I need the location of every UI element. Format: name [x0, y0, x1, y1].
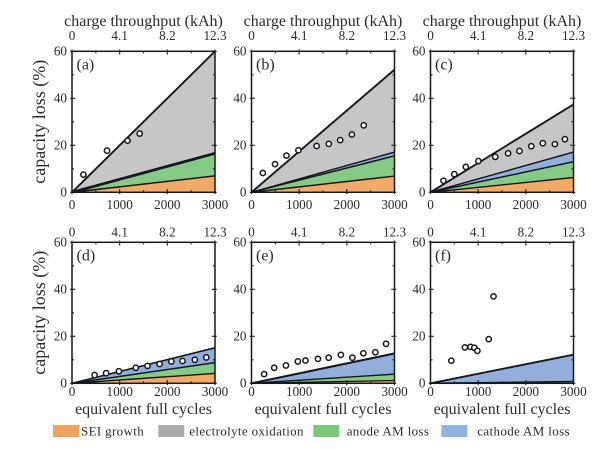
svg-text:40: 40 [412, 282, 426, 297]
svg-text:0: 0 [240, 185, 247, 200]
svg-text:0: 0 [69, 28, 76, 43]
svg-text:1000: 1000 [286, 197, 313, 212]
svg-text:2000: 2000 [334, 197, 361, 212]
svg-text:40: 40 [233, 282, 247, 297]
svg-text:0: 0 [419, 376, 426, 391]
svg-text:12.3: 12.3 [383, 28, 406, 43]
svg-text:20: 20 [54, 138, 68, 153]
svg-text:8.2: 8.2 [159, 28, 175, 43]
svg-text:60: 60 [54, 235, 68, 250]
svg-text:0: 0 [60, 376, 67, 391]
svg-text:3000: 3000 [560, 384, 587, 399]
svg-text:capacity loss (%): capacity loss (%) [29, 60, 50, 184]
svg-text:8.2: 8.2 [159, 225, 175, 240]
svg-text:1000: 1000 [106, 197, 133, 212]
svg-text:60: 60 [233, 44, 247, 59]
svg-text:charge throughput (kAh): charge throughput (kAh) [244, 13, 403, 30]
svg-text:0: 0 [248, 225, 255, 240]
svg-text:4.1: 4.1 [111, 225, 127, 240]
svg-text:4.1: 4.1 [470, 225, 486, 240]
svg-text:0: 0 [248, 384, 255, 399]
svg-text:0: 0 [60, 185, 67, 200]
svg-text:12.3: 12.3 [203, 225, 226, 240]
svg-text:(e): (e) [256, 247, 274, 264]
svg-text:3000: 3000 [202, 197, 229, 212]
svg-text:(d): (d) [77, 247, 96, 264]
svg-text:0: 0 [240, 376, 247, 391]
svg-text:8.2: 8.2 [518, 225, 534, 240]
svg-text:40: 40 [233, 91, 247, 106]
svg-text:0: 0 [427, 225, 434, 240]
svg-text:2000: 2000 [513, 384, 540, 399]
svg-text:4.1: 4.1 [111, 28, 127, 43]
svg-text:12.3: 12.3 [562, 225, 585, 240]
svg-text:(b): (b) [256, 56, 275, 73]
svg-text:2000: 2000 [334, 384, 361, 399]
svg-text:40: 40 [54, 282, 68, 297]
svg-text:equivalent full cycles: equivalent full cycles [434, 401, 571, 418]
svg-text:20: 20 [233, 138, 247, 153]
svg-text:cathode AM loss: cathode AM loss [477, 424, 570, 439]
svg-text:(c): (c) [435, 56, 453, 73]
svg-text:20: 20 [412, 138, 426, 153]
svg-text:3000: 3000 [202, 384, 229, 399]
svg-text:20: 20 [233, 329, 247, 344]
svg-text:1000: 1000 [465, 197, 492, 212]
svg-text:charge throughput (kAh): charge throughput (kAh) [423, 13, 582, 30]
svg-text:3000: 3000 [560, 197, 587, 212]
svg-text:charge throughput (kAh): charge throughput (kAh) [64, 13, 223, 30]
svg-text:(f): (f) [435, 247, 451, 264]
svg-text:0: 0 [248, 28, 255, 43]
svg-text:8.2: 8.2 [518, 28, 534, 43]
svg-text:anode AM loss: anode AM loss [347, 424, 430, 439]
svg-text:8.2: 8.2 [339, 28, 355, 43]
svg-text:0: 0 [419, 185, 426, 200]
svg-text:equivalent full cycles: equivalent full cycles [255, 401, 392, 418]
svg-text:4.1: 4.1 [291, 28, 307, 43]
svg-text:8.2: 8.2 [339, 225, 355, 240]
svg-text:1000: 1000 [465, 384, 492, 399]
svg-text:60: 60 [412, 44, 426, 59]
svg-text:3000: 3000 [381, 384, 408, 399]
svg-text:(a): (a) [77, 56, 95, 73]
svg-text:capacity loss (%): capacity loss (%) [29, 251, 50, 375]
svg-text:40: 40 [54, 91, 68, 106]
svg-text:4.1: 4.1 [470, 28, 486, 43]
svg-text:2000: 2000 [513, 197, 540, 212]
svg-text:20: 20 [54, 329, 68, 344]
svg-text:0: 0 [427, 28, 434, 43]
svg-text:4.1: 4.1 [291, 225, 307, 240]
svg-text:0: 0 [427, 384, 434, 399]
svg-text:1000: 1000 [106, 384, 133, 399]
svg-text:12.3: 12.3 [203, 28, 226, 43]
svg-text:2000: 2000 [154, 197, 181, 212]
svg-text:SEI growth: SEI growth [81, 424, 144, 439]
svg-text:3000: 3000 [381, 197, 408, 212]
svg-text:20: 20 [412, 329, 426, 344]
svg-text:0: 0 [248, 197, 255, 212]
svg-text:12.3: 12.3 [562, 28, 585, 43]
svg-text:0: 0 [69, 197, 76, 212]
svg-text:60: 60 [412, 235, 426, 250]
svg-text:0: 0 [427, 197, 434, 212]
svg-text:2000: 2000 [154, 384, 181, 399]
svg-text:1000: 1000 [286, 384, 313, 399]
svg-text:60: 60 [233, 235, 247, 250]
svg-text:electrolyte oxidation: electrolyte oxidation [189, 424, 304, 439]
svg-text:12.3: 12.3 [383, 225, 406, 240]
svg-text:40: 40 [412, 91, 426, 106]
svg-text:60: 60 [54, 44, 68, 59]
svg-text:0: 0 [69, 384, 76, 399]
svg-text:0: 0 [69, 225, 76, 240]
svg-text:equivalent full cycles: equivalent full cycles [75, 401, 212, 418]
